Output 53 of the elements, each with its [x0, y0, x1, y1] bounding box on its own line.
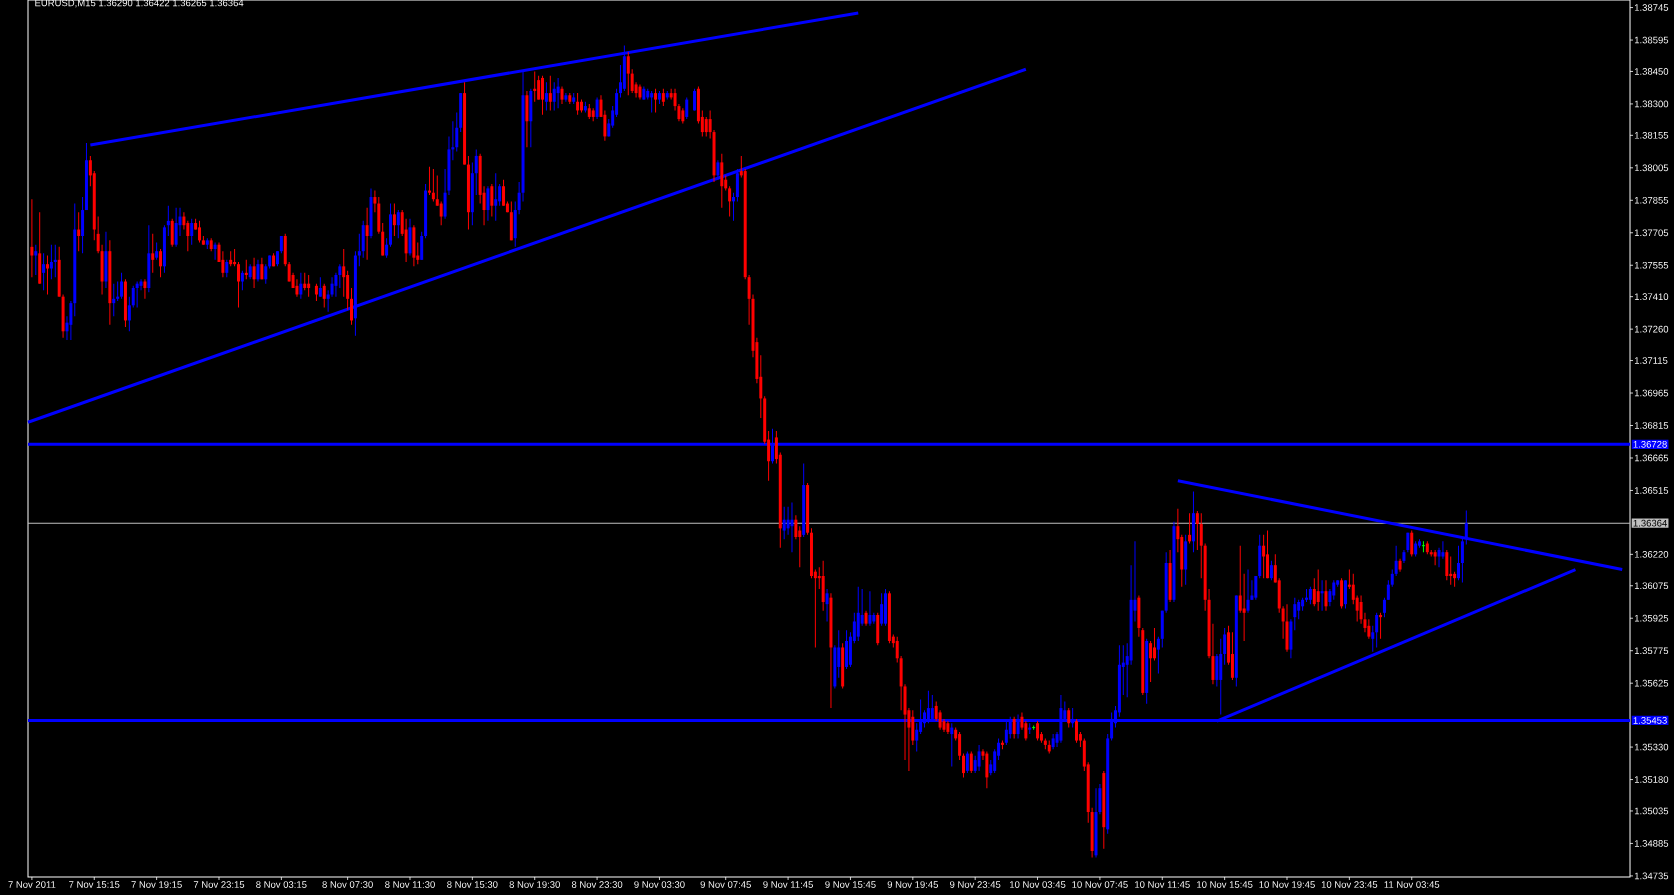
y-tick-label: 1.38595 [1634, 36, 1669, 44]
x-tick-label: 9 Nov 03:30 [634, 881, 685, 888]
y-tick-label: 1.38155 [1634, 131, 1669, 139]
y-tick-label: 1.38005 [1634, 164, 1669, 172]
x-tick-label: 10 Nov 19:45 [1259, 881, 1315, 888]
x-tick-label: 7 Nov 15:15 [69, 881, 120, 888]
x-tick-label: 8 Nov 03:15 [256, 881, 307, 888]
x-tick-label: 8 Nov 15:30 [447, 881, 498, 888]
y-tick-label: 1.37555 [1634, 261, 1669, 269]
y-tick-label: 1.37410 [1634, 293, 1669, 301]
x-tick-label: 10 Nov 03:45 [1010, 881, 1066, 888]
x-tick-label: 9 Nov 23:45 [950, 881, 1001, 888]
x-tick-label: 11 Nov 03:45 [1384, 881, 1440, 888]
y-tick-label: 1.35180 [1634, 776, 1669, 783]
y-tick-label: 1.37115 [1634, 357, 1668, 364]
x-tick-label: 8 Nov 07:30 [322, 881, 373, 888]
y-tick-label: 1.35625 [1634, 679, 1669, 687]
y-tick-label: 1.38450 [1634, 68, 1669, 75]
x-tick-label: 9 Nov 11:45 [763, 881, 813, 888]
y-tick-label: 1.34885 [1634, 840, 1669, 847]
x-tick-label: 9 Nov 15:45 [825, 881, 876, 888]
y-tick-label: 1.38745 [1634, 4, 1669, 11]
y-tick-label: 1.34735 [1634, 872, 1669, 880]
x-tick-label: 10 Nov 15:45 [1197, 881, 1253, 888]
x-tick-label: 8 Nov 19:30 [509, 881, 560, 888]
chart-title: EURUSD,M15 1.36290 1.36422 1.36265 1.36364 [35, 0, 244, 8]
x-tick-label: 7 Nov 2011 [8, 881, 56, 888]
x-tick-label: 7 Nov 19:15 [131, 881, 182, 888]
y-tick-label: 1.36515 [1634, 487, 1669, 494]
x-tick-label: 10 Nov 23:45 [1321, 881, 1378, 888]
ref-line-label: 1.36728 [1633, 440, 1667, 448]
y-tick-label: 1.36815 [1634, 422, 1669, 429]
x-tick-label: 8 Nov 11:30 [385, 881, 435, 888]
ref-line-label: 1.36364 [1633, 519, 1667, 527]
y-tick-label: 1.35330 [1634, 743, 1669, 751]
y-tick-label: 1.36965 [1634, 389, 1669, 397]
y-tick-label: 1.35775 [1634, 647, 1669, 655]
y-tick-label: 1.37705 [1634, 229, 1669, 237]
x-tick-label: 7 Nov 23:15 [193, 881, 245, 888]
x-tick-label: 9 Nov 07:45 [700, 881, 751, 888]
y-tick-label: 1.37260 [1634, 325, 1669, 333]
ref-line-label: 1.35453 [1633, 717, 1667, 724]
x-tick-label: 8 Nov 23:30 [571, 881, 623, 888]
y-tick-label: 1.36075 [1634, 582, 1669, 590]
x-tick-label: 9 Nov 19:45 [887, 881, 939, 888]
y-tick-label: 1.38300 [1634, 100, 1669, 108]
y-tick-label: 1.35035 [1634, 807, 1669, 815]
y-tick-label: 1.36665 [1634, 454, 1669, 462]
y-tick-label: 1.35925 [1634, 614, 1669, 622]
x-tick-label: 10 Nov 11:45 [1135, 881, 1190, 888]
y-tick-label: 1.37855 [1634, 196, 1669, 204]
x-tick-label: 10 Nov 07:45 [1072, 881, 1128, 888]
y-tick-label: 1.36220 [1634, 550, 1669, 558]
